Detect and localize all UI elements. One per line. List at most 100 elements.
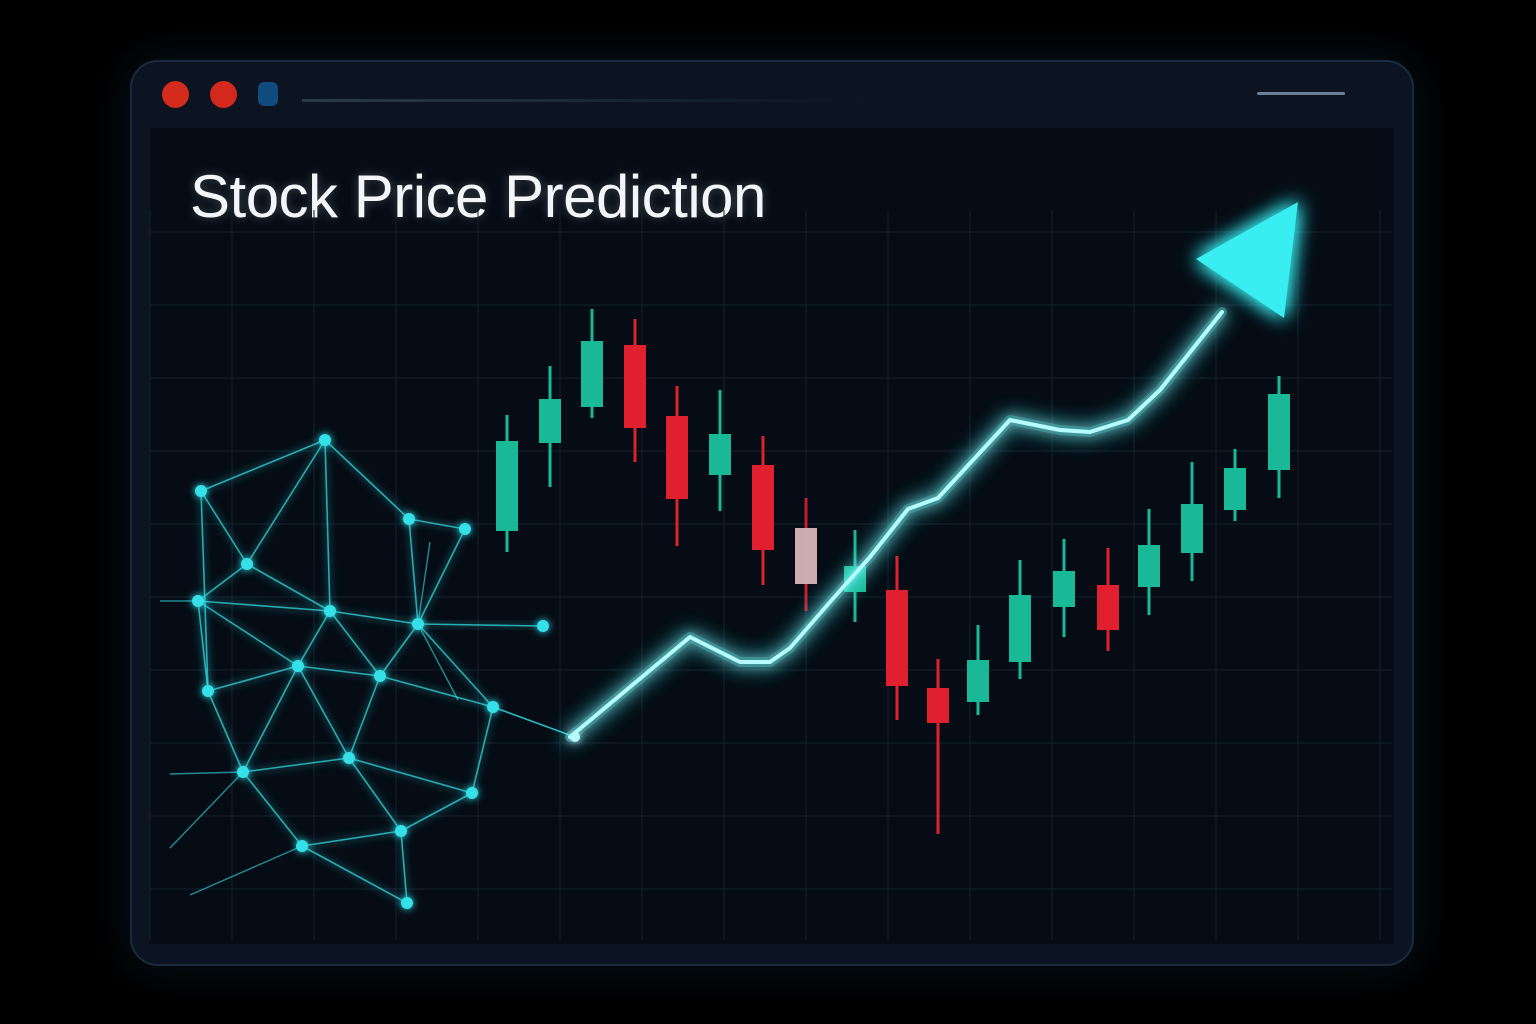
candlestick — [581, 309, 603, 418]
network-edge — [379, 623, 419, 677]
candlestick — [1268, 376, 1290, 498]
candlestick — [1097, 548, 1119, 651]
candle-body — [1138, 545, 1160, 587]
network-edge — [297, 665, 350, 759]
network-node — [466, 787, 478, 799]
prediction-line — [568, 310, 1224, 739]
maximize-button[interactable] — [258, 82, 278, 106]
network-node — [401, 897, 413, 909]
prediction-start-node — [570, 732, 580, 742]
candle-body — [1053, 571, 1075, 607]
candle-body — [795, 528, 817, 584]
network-edge — [297, 610, 331, 667]
network-edge — [242, 757, 350, 773]
address-bar — [302, 99, 872, 102]
network-edge — [301, 830, 402, 847]
title-bar — [132, 62, 1412, 128]
network-edge — [379, 675, 494, 708]
candle-body — [666, 416, 688, 499]
minimize-button[interactable] — [210, 81, 237, 108]
network-edge — [348, 675, 381, 759]
network-node — [241, 558, 253, 570]
candle-body — [752, 465, 774, 550]
network-edge — [246, 439, 326, 565]
candlestick — [886, 556, 908, 720]
candle-body — [886, 590, 908, 686]
menu-icon[interactable] — [1257, 92, 1345, 95]
candlestick — [1053, 539, 1075, 637]
network-edge — [207, 690, 244, 773]
network-node — [487, 701, 499, 713]
network-node — [395, 825, 407, 837]
neural-network-graphic — [160, 434, 576, 909]
network-edge — [329, 610, 381, 677]
network-edge — [246, 563, 331, 612]
close-button[interactable] — [162, 81, 189, 108]
network-node — [237, 766, 249, 778]
candle-body — [709, 434, 731, 475]
candle-body — [581, 341, 603, 407]
chart-grid — [149, 210, 1392, 940]
network-edge — [417, 623, 459, 701]
candlestick — [539, 366, 561, 487]
candlestick — [1181, 462, 1203, 581]
network-edge — [200, 490, 248, 565]
network-edge — [169, 771, 244, 849]
candle-body — [1009, 595, 1031, 662]
network-node — [292, 660, 304, 672]
candle-body — [967, 660, 989, 702]
network-node — [343, 752, 355, 764]
network-edge — [242, 665, 299, 773]
candle-body — [1097, 585, 1119, 630]
candle-body — [927, 688, 949, 723]
network-edge — [408, 518, 419, 625]
network-edge — [417, 528, 466, 625]
candlestick — [624, 319, 646, 462]
network-node — [192, 595, 204, 607]
candle-body — [1181, 504, 1203, 553]
network-edge — [189, 845, 303, 896]
network-edge — [471, 706, 494, 794]
candlestick — [709, 390, 731, 511]
candlestick — [752, 436, 774, 585]
network-edge — [242, 771, 303, 847]
trend-up-arrow-icon — [1196, 202, 1298, 318]
network-edge — [417, 541, 431, 625]
network-node — [459, 523, 471, 535]
network-edge — [400, 792, 473, 832]
network-node — [412, 618, 424, 630]
network-edge — [348, 757, 402, 832]
network-edge — [417, 623, 544, 627]
network-node — [296, 840, 308, 852]
network-edge — [207, 665, 299, 692]
candle-body — [624, 345, 646, 428]
network-edge — [297, 665, 381, 677]
candlestick-series — [496, 309, 1290, 834]
candlestick — [1224, 449, 1246, 521]
network-node — [324, 605, 336, 617]
network-edge — [324, 439, 331, 612]
network-edge — [200, 490, 209, 692]
network-node — [195, 485, 207, 497]
candle-body — [1268, 394, 1290, 470]
network-node — [202, 685, 214, 697]
network-node — [537, 620, 549, 632]
candle-body — [496, 441, 518, 531]
candlestick — [1009, 560, 1031, 679]
network-edge — [400, 830, 408, 904]
network-edge — [348, 757, 473, 794]
candle-body — [1224, 468, 1246, 510]
network-edge — [408, 518, 466, 530]
network-edge — [197, 600, 331, 612]
candlestick — [967, 625, 989, 715]
network-edge — [197, 600, 299, 667]
candlestick — [795, 498, 817, 611]
network-edge — [200, 439, 326, 492]
network-edge — [169, 771, 244, 775]
network-edge — [492, 706, 576, 738]
candlestick — [666, 386, 688, 546]
candle-body — [539, 399, 561, 443]
candlestick — [927, 659, 949, 834]
candlestick — [1138, 509, 1160, 615]
